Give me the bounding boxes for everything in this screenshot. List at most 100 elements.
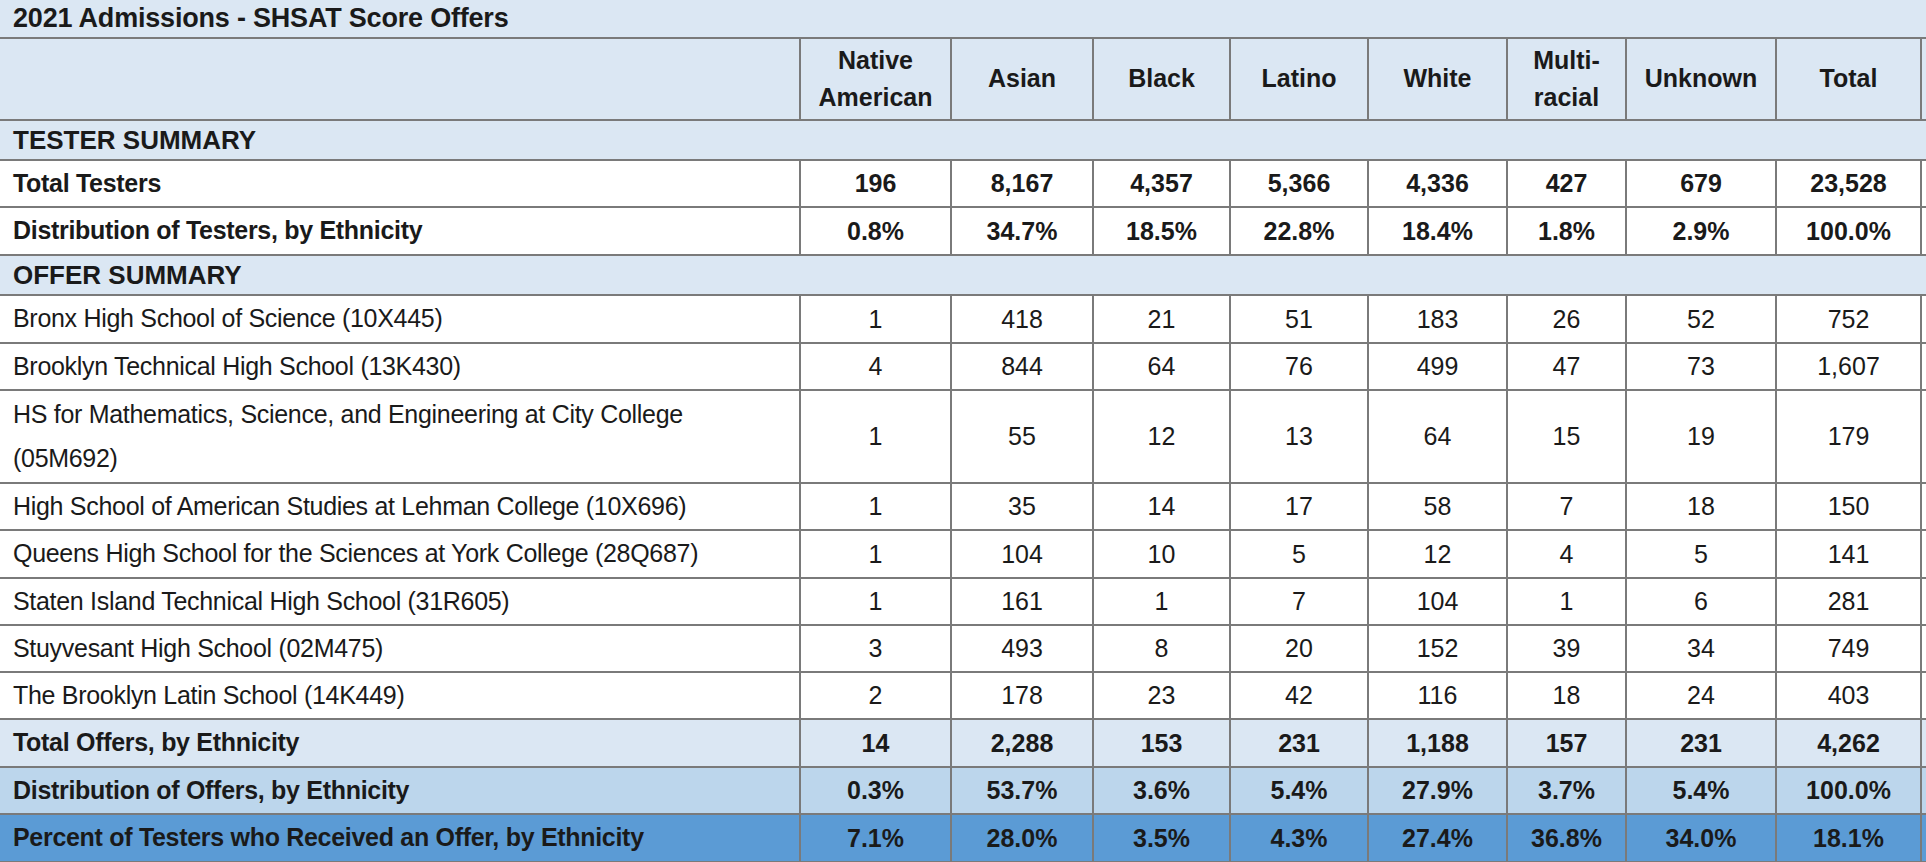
cell: 231 <box>1230 719 1368 767</box>
cell: 4 <box>800 343 951 390</box>
edge-spacer <box>1921 814 1926 862</box>
cell: 104 <box>951 530 1093 578</box>
row-label: Brooklyn Technical High School (13K430) <box>0 343 800 390</box>
cell: 2,288 <box>951 719 1093 767</box>
cell: 5 <box>1230 530 1368 578</box>
cell: 1 <box>800 390 951 483</box>
cell: 157 <box>1507 719 1626 767</box>
cell: 15 <box>1507 390 1626 483</box>
cell: 21 <box>1093 295 1230 343</box>
cell: 23,528 <box>1776 160 1921 207</box>
cell: 24 <box>1626 672 1776 719</box>
edge-spacer <box>1921 207 1926 255</box>
cell: 1 <box>800 578 951 625</box>
cell: 19 <box>1626 390 1776 483</box>
cell: 1,188 <box>1368 719 1507 767</box>
cell: 18 <box>1507 672 1626 719</box>
cell: 76 <box>1230 343 1368 390</box>
row-label: Distribution of Offers, by Ethnicity <box>0 767 800 814</box>
cell: 0.3% <box>800 767 951 814</box>
cell: 183 <box>1368 295 1507 343</box>
cell: 23 <box>1093 672 1230 719</box>
cell: 52 <box>1626 295 1776 343</box>
edge-spacer <box>1921 625 1926 672</box>
cell: 3.7% <box>1507 767 1626 814</box>
shsat-offers-table: 2021 Admissions - SHSAT Score Offers Nat… <box>0 0 1926 862</box>
edge-spacer <box>1921 38 1926 120</box>
cell: 27.9% <box>1368 767 1507 814</box>
cell: 53.7% <box>951 767 1093 814</box>
cell: 1 <box>1093 578 1230 625</box>
table-row-school: HS for Mathematics, Science, and Enginee… <box>0 390 1926 483</box>
edge-spacer <box>1921 343 1926 390</box>
table-row-school: Stuyvesant High School (02M475) 3 493 8 … <box>0 625 1926 672</box>
cell: 14 <box>800 719 951 767</box>
cell: 10 <box>1093 530 1230 578</box>
cell: 47 <box>1507 343 1626 390</box>
cell: 36.8% <box>1507 814 1626 862</box>
cell: 18.4% <box>1368 207 1507 255</box>
row-label: Staten Island Technical High School (31R… <box>0 578 800 625</box>
cell: 7.1% <box>800 814 951 862</box>
column-header: Unknown <box>1626 38 1776 120</box>
cell: 1,607 <box>1776 343 1921 390</box>
column-header: Multi-racial <box>1507 38 1626 120</box>
cell: 34.0% <box>1626 814 1776 862</box>
cell: 100.0% <box>1776 207 1921 255</box>
row-label: HS for Mathematics, Science, and Enginee… <box>0 390 800 483</box>
cell: 64 <box>1368 390 1507 483</box>
cell: 153 <box>1093 719 1230 767</box>
cell: 13 <box>1230 390 1368 483</box>
cell: 403 <box>1776 672 1921 719</box>
cell: 64 <box>1093 343 1230 390</box>
cell: 51 <box>1230 295 1368 343</box>
cell: 1 <box>800 530 951 578</box>
page-title: 2021 Admissions - SHSAT Score Offers <box>0 0 1926 38</box>
row-label: The Brooklyn Latin School (14K449) <box>0 672 800 719</box>
cell: 18.1% <box>1776 814 1921 862</box>
cell: 499 <box>1368 343 1507 390</box>
cell: 26 <box>1507 295 1626 343</box>
row-label: Percent of Testers who Received an Offer… <box>0 814 800 862</box>
cell: 178 <box>951 672 1093 719</box>
cell: 39 <box>1507 625 1626 672</box>
section-heading: OFFER SUMMARY <box>0 255 1926 295</box>
cell: 7 <box>1507 483 1626 530</box>
cell: 1 <box>800 295 951 343</box>
table-row-school: The Brooklyn Latin School (14K449) 2 178… <box>0 672 1926 719</box>
cell: 4 <box>1507 530 1626 578</box>
column-header: Native American <box>800 38 951 120</box>
row-label: High School of American Studies at Lehma… <box>0 483 800 530</box>
cell: 196 <box>800 160 951 207</box>
table-row-school: High School of American Studies at Lehma… <box>0 483 1926 530</box>
row-label: Stuyvesant High School (02M475) <box>0 625 800 672</box>
cell: 18.5% <box>1093 207 1230 255</box>
row-label: Total Testers <box>0 160 800 207</box>
column-header-row: Native American Asian Black Latino White… <box>0 38 1926 120</box>
cell: 34 <box>1626 625 1776 672</box>
row-label: Queens High School for the Sciences at Y… <box>0 530 800 578</box>
cell: 55 <box>951 390 1093 483</box>
title-row: 2021 Admissions - SHSAT Score Offers <box>0 0 1926 38</box>
cell: 141 <box>1776 530 1921 578</box>
cell: 5 <box>1626 530 1776 578</box>
cell: 679 <box>1626 160 1776 207</box>
cell: 4.3% <box>1230 814 1368 862</box>
table-row-distribution-testers: Distribution of Testers, by Ethnicity 0.… <box>0 207 1926 255</box>
cell: 179 <box>1776 390 1921 483</box>
cell: 752 <box>1776 295 1921 343</box>
row-label: Total Offers, by Ethnicity <box>0 719 800 767</box>
column-header: Black <box>1093 38 1230 120</box>
cell: 281 <box>1776 578 1921 625</box>
cell: 104 <box>1368 578 1507 625</box>
section-row-offer-summary: OFFER SUMMARY <box>0 255 1926 295</box>
cell: 749 <box>1776 625 1921 672</box>
edge-spacer <box>1921 295 1926 343</box>
table-row-percent-offers: Percent of Testers who Received an Offer… <box>0 814 1926 862</box>
cell: 100.0% <box>1776 767 1921 814</box>
edge-spacer <box>1921 767 1926 814</box>
cell: 12 <box>1093 390 1230 483</box>
cell: 7 <box>1230 578 1368 625</box>
row-label: Distribution of Testers, by Ethnicity <box>0 207 800 255</box>
edge-spacer <box>1921 390 1926 483</box>
